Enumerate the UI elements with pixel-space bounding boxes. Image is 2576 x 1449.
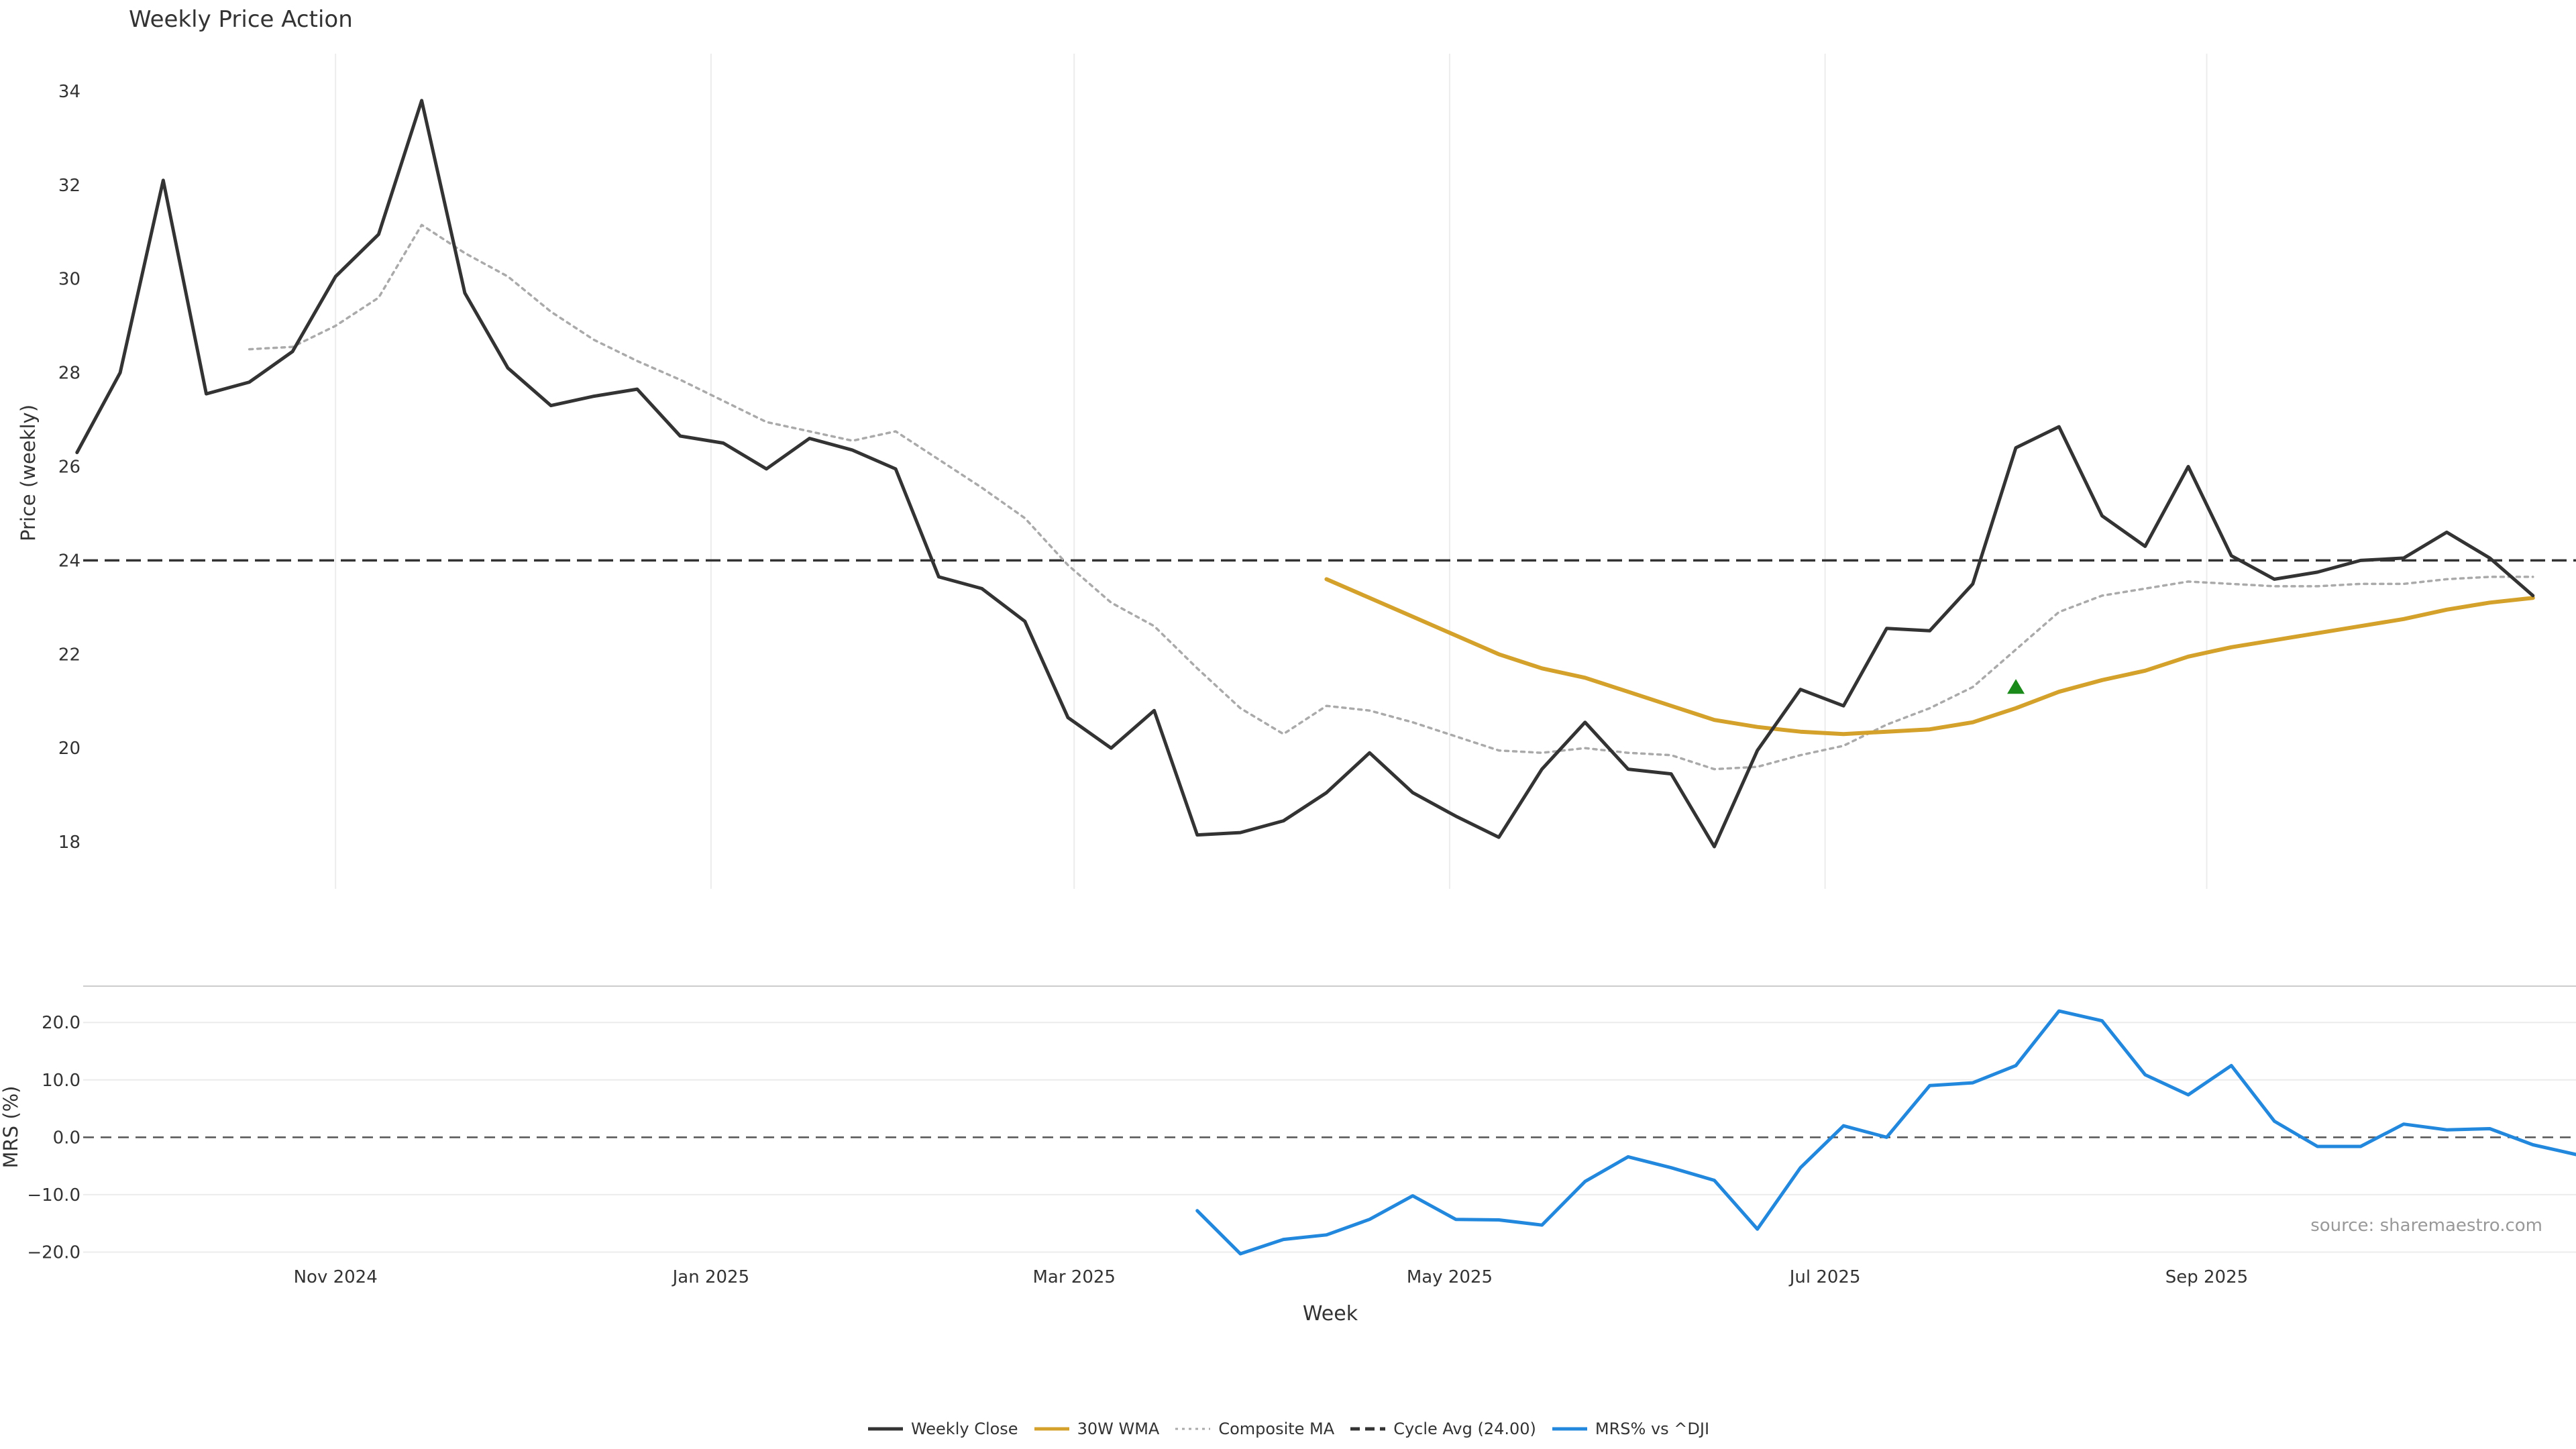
x-axis: Nov 2024 Jan 2025 Mar 2025 May 2025 Jul 2025… xyxy=(294,1267,2249,1287)
x-axis-label: Week xyxy=(1303,1302,1358,1326)
legend-item: Cycle Avg (24.00) xyxy=(1349,1419,1536,1438)
legend-item: MRS% vs ^DJI xyxy=(1551,1419,1709,1438)
x-tick-label: Mar 2025 xyxy=(1032,1267,1116,1287)
legend-label: Composite MA xyxy=(1218,1419,1335,1438)
legend-label: MRS% vs ^DJI xyxy=(1595,1419,1710,1438)
price-y-tick-label: 20 xyxy=(58,739,80,759)
legend: Weekly Close 30W WMA Composite MA Cycle Avg… xyxy=(0,1414,2576,1444)
series-line-30w-wma xyxy=(1324,577,2535,737)
x-tick-label: Jan 2025 xyxy=(672,1267,750,1287)
x-tick-label: May 2025 xyxy=(1407,1267,1493,1287)
mrs-y-axis-label: MRS (%) xyxy=(0,1086,22,1169)
price-y-tick-label: 24 xyxy=(58,551,80,571)
legend-item: 30W WMA xyxy=(1033,1419,1160,1438)
legend-swatch xyxy=(1350,1427,1386,1431)
price-y-tick-label: 22 xyxy=(58,645,80,665)
legend-swatch xyxy=(1552,1427,1587,1431)
mrs-y-grid xyxy=(83,1022,2576,1253)
price-y-axis: 18 20 22 24 26 28 30 32 34 xyxy=(58,82,80,853)
legend-swatch xyxy=(1034,1427,1069,1431)
price-y-tick-label: 26 xyxy=(58,458,80,478)
legend-label: 30W WMA xyxy=(1077,1419,1160,1438)
series-line-weekly-close xyxy=(75,99,2535,849)
price-series xyxy=(75,99,2535,849)
price-markers xyxy=(2007,679,2025,694)
legend-label: Cycle Avg (24.00) xyxy=(1393,1419,1536,1438)
series-line-mrs xyxy=(1195,1009,2576,1256)
source-note: source: sharemaestro.com xyxy=(2310,1216,2542,1236)
legend-swatch xyxy=(867,1427,903,1431)
price-y-tick-label: 30 xyxy=(58,270,80,290)
legend-item: Composite MA xyxy=(1174,1419,1334,1438)
mrs-series xyxy=(1195,1009,2576,1256)
x-tick-label: Sep 2025 xyxy=(2165,1267,2248,1287)
price-y-tick-label: 32 xyxy=(58,176,80,196)
price-y-tick-label: 34 xyxy=(58,82,80,102)
price-y-tick-label: 28 xyxy=(58,364,80,384)
mrs-y-tick-label: 10.0 xyxy=(42,1071,80,1091)
legend-item: Weekly Close xyxy=(867,1419,1018,1438)
price-y-axis-label: Price (weekly) xyxy=(17,405,40,541)
mrs-y-axis: −20.0 −10.0 0.0 10.0 20.0 xyxy=(27,1013,80,1263)
price-panel: 18 20 22 24 26 28 30 32 34 Price (weekly) xyxy=(17,54,2576,889)
x-tick-label: Jul 2025 xyxy=(1788,1267,1861,1287)
legend-label: Weekly Close xyxy=(910,1419,1018,1438)
price-x-grid xyxy=(335,54,2208,889)
price-y-tick-label: 18 xyxy=(58,833,80,853)
mrs-y-tick-label: −10.0 xyxy=(27,1185,80,1205)
mrs-panel: −20.0 −10.0 0.0 10.0 20.0 MRS (%) source: sh… xyxy=(0,985,2576,1263)
x-tick-label: Nov 2024 xyxy=(294,1267,378,1287)
signal-triangle-marker xyxy=(2007,679,2025,694)
series-line-composite-ma xyxy=(248,223,2534,771)
chart-title: Weekly Price Action xyxy=(129,6,353,33)
mrs-y-tick-label: −20.0 xyxy=(27,1242,80,1263)
mrs-y-tick-label: 20.0 xyxy=(42,1013,80,1033)
mrs-y-tick-label: 0.0 xyxy=(53,1128,80,1148)
legend-swatch xyxy=(1175,1428,1211,1430)
